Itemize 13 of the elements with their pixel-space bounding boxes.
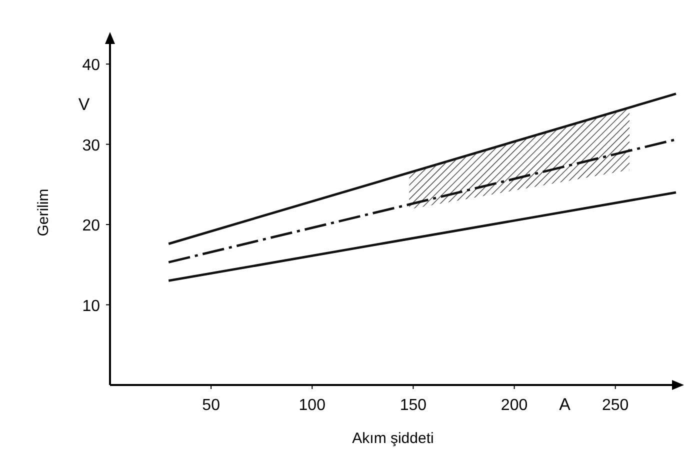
y-tick-label: 40	[82, 57, 100, 74]
text: V	[78, 95, 90, 114]
y-axis-title: Gerilim	[35, 188, 52, 236]
x-tick-label: 250	[602, 397, 629, 414]
y-tick-label: 10	[82, 298, 100, 315]
x-tick-label: 50	[202, 397, 220, 414]
x-tick-label: 150	[400, 397, 427, 414]
x-tick-label: 100	[298, 397, 326, 414]
x-axis-title: Akım şiddeti	[352, 430, 434, 447]
y-tick-label: 20	[82, 218, 100, 235]
y-tick-label: 30	[82, 137, 100, 154]
x-tick-label: 200	[500, 397, 528, 414]
text: A	[559, 395, 572, 414]
